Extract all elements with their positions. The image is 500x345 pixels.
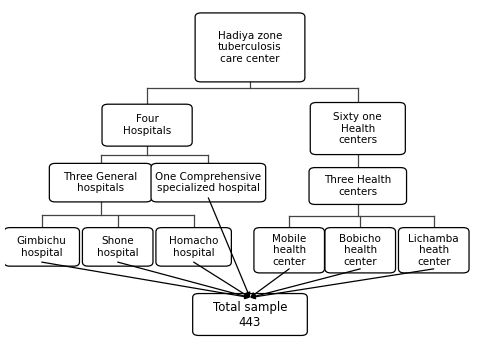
Text: Three Health
centers: Three Health centers bbox=[324, 175, 392, 197]
Text: Homacho
hospital: Homacho hospital bbox=[169, 236, 218, 258]
FancyBboxPatch shape bbox=[398, 228, 469, 273]
Text: Shone
hospital: Shone hospital bbox=[97, 236, 138, 258]
FancyBboxPatch shape bbox=[325, 228, 396, 273]
FancyBboxPatch shape bbox=[102, 104, 192, 146]
Text: Total sample
443: Total sample 443 bbox=[213, 300, 287, 328]
Text: Sixty one
Health
centers: Sixty one Health centers bbox=[334, 112, 382, 145]
FancyBboxPatch shape bbox=[50, 164, 152, 202]
Text: Bobicho
health
center: Bobicho health center bbox=[340, 234, 381, 267]
FancyBboxPatch shape bbox=[82, 228, 153, 266]
FancyBboxPatch shape bbox=[192, 294, 308, 335]
Text: Gimbichu
hospital: Gimbichu hospital bbox=[17, 236, 66, 258]
FancyBboxPatch shape bbox=[195, 13, 305, 82]
Text: Mobile
health
center: Mobile health center bbox=[272, 234, 306, 267]
FancyBboxPatch shape bbox=[156, 228, 232, 266]
FancyBboxPatch shape bbox=[309, 168, 406, 205]
FancyBboxPatch shape bbox=[310, 102, 406, 155]
FancyBboxPatch shape bbox=[4, 228, 80, 266]
Text: Hadiya zone
tuberculosis
care center: Hadiya zone tuberculosis care center bbox=[218, 31, 282, 64]
Text: Four
Hospitals: Four Hospitals bbox=[123, 114, 171, 136]
Text: Three General
hospitals: Three General hospitals bbox=[64, 172, 138, 194]
Text: One Comprehensive
specialized hospital: One Comprehensive specialized hospital bbox=[156, 172, 262, 194]
Text: Lichamba
heath
center: Lichamba heath center bbox=[408, 234, 459, 267]
FancyBboxPatch shape bbox=[254, 228, 324, 273]
FancyBboxPatch shape bbox=[151, 164, 266, 202]
